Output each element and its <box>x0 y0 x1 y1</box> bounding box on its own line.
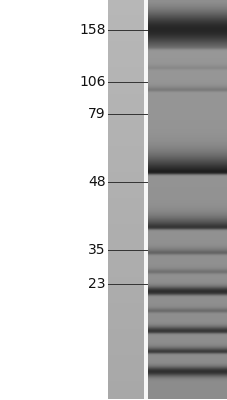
Text: 158: 158 <box>79 23 105 37</box>
Text: 35: 35 <box>88 243 105 257</box>
Text: 106: 106 <box>79 75 105 89</box>
Text: 48: 48 <box>87 175 105 189</box>
Text: 79: 79 <box>87 107 105 121</box>
Text: 23: 23 <box>88 277 105 291</box>
